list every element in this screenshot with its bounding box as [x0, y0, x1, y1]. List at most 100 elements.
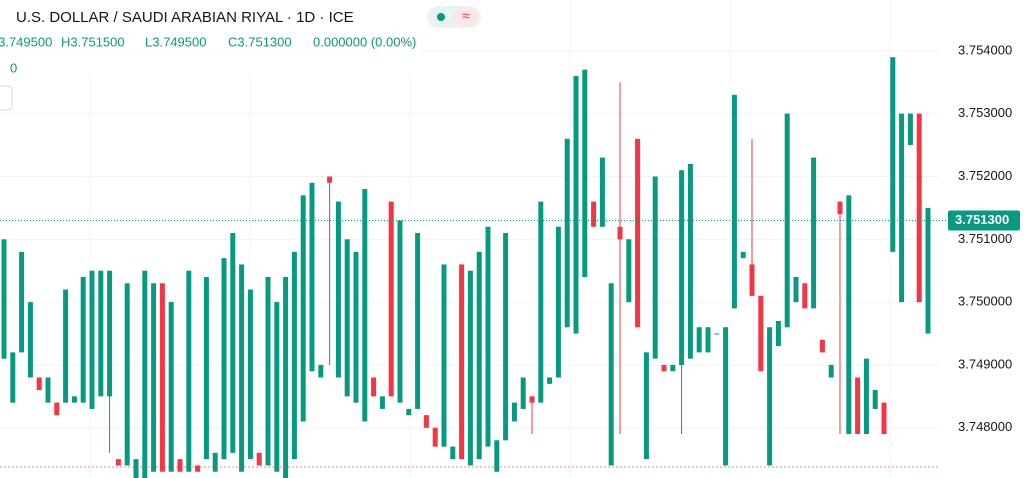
candle-body	[274, 302, 280, 472]
candle-body	[195, 465, 201, 472]
status-icon[interactable]	[454, 8, 478, 26]
candle-body	[283, 277, 289, 478]
candle-body	[652, 176, 658, 359]
candle-body	[775, 320, 781, 347]
y-tick-label: 3.750000	[958, 294, 1012, 309]
ohlc-legend: O3.749500 H3.751500 L3.749500 C3.751300 0.00…	[0, 34, 416, 49]
candle-body	[423, 415, 429, 428]
candle-body	[247, 289, 253, 460]
candle-body	[10, 352, 16, 403]
candle-body	[687, 163, 693, 359]
candle-body	[371, 377, 377, 397]
candle-body	[300, 195, 306, 422]
ohlc-item: 0.000000 (0.00%)	[313, 34, 416, 49]
candle-body	[327, 176, 333, 183]
candle-body	[450, 446, 456, 460]
candle-body	[907, 113, 913, 146]
legend-bg	[0, 0, 420, 78]
candle-body	[819, 339, 825, 353]
candle-body	[714, 333, 720, 335]
candle-body	[309, 182, 315, 372]
candle-body	[133, 459, 139, 478]
candle-body	[115, 459, 121, 466]
candle-body	[846, 195, 852, 435]
collapse-button[interactable]	[0, 85, 13, 111]
candle-body	[265, 277, 271, 466]
candle-body	[696, 327, 702, 353]
candle-body	[353, 251, 359, 403]
candle-body	[731, 94, 737, 309]
candle-body	[80, 277, 86, 403]
y-tick-label: 3.751000	[958, 231, 1012, 246]
candle-body	[679, 170, 685, 365]
candle-body	[511, 402, 517, 422]
candle-body	[415, 233, 421, 409]
candle-body	[899, 113, 905, 303]
candle-body	[256, 452, 262, 466]
candle-body	[828, 364, 834, 378]
candle-body	[749, 264, 755, 296]
ohlc-item: H3.751500	[61, 34, 125, 49]
candle-body	[124, 283, 130, 466]
candle-body	[485, 226, 491, 447]
y-tick-label: 3.754000	[958, 42, 1012, 57]
candle-body	[159, 283, 165, 472]
candle-body	[494, 440, 500, 472]
candle-body	[27, 302, 33, 378]
candle-body	[916, 113, 922, 303]
candle-body	[881, 402, 887, 435]
candle-body	[397, 220, 403, 403]
candle-body	[758, 295, 764, 372]
candle-body	[608, 283, 614, 466]
candle-body	[142, 270, 148, 478]
candle-body	[582, 69, 588, 278]
ohlc-item: L3.749500	[145, 34, 206, 49]
candle-body	[239, 264, 245, 472]
last-price-label: 3.751300	[955, 212, 1009, 227]
candle-body	[54, 402, 60, 416]
candle-body	[344, 239, 350, 397]
candle-body	[221, 258, 227, 460]
status-dot	[437, 13, 445, 21]
candle-body	[291, 251, 297, 460]
candle-body	[767, 327, 773, 466]
candle-body	[723, 327, 729, 466]
candle-body	[802, 283, 808, 309]
candle-body	[635, 138, 641, 328]
candle-body	[573, 76, 579, 334]
candle-body	[925, 207, 931, 334]
candle-body	[626, 239, 632, 303]
candle-body	[432, 427, 438, 447]
candle-body	[599, 157, 605, 227]
candle-body	[335, 201, 341, 378]
candle-body	[212, 452, 218, 472]
candle-body	[705, 327, 711, 353]
volume-label: 0	[10, 60, 17, 75]
y-tick-label: 3.753000	[958, 105, 1012, 120]
y-tick-label: 3.749000	[958, 356, 1012, 371]
candle-body	[168, 302, 174, 472]
candle-body	[643, 352, 649, 460]
candle-body	[388, 201, 394, 397]
candle-body	[63, 289, 69, 403]
candle-body	[520, 377, 526, 409]
candle-body	[107, 270, 113, 397]
candle-body	[670, 364, 676, 372]
candle-body	[177, 459, 183, 472]
last-price-tag	[948, 210, 1020, 231]
candle-body	[36, 377, 42, 391]
candle-body	[89, 270, 95, 409]
candle-body	[555, 226, 561, 378]
candle-body	[151, 283, 157, 472]
candle-body	[230, 233, 236, 453]
candle-body	[379, 396, 385, 409]
candle-body	[872, 390, 878, 409]
candle-body	[547, 377, 553, 384]
candle-body	[529, 396, 535, 403]
candle-body	[784, 113, 790, 328]
candle-body	[538, 201, 544, 403]
candle-body	[793, 277, 799, 303]
candle-body	[503, 233, 509, 441]
candle-body	[855, 377, 861, 435]
